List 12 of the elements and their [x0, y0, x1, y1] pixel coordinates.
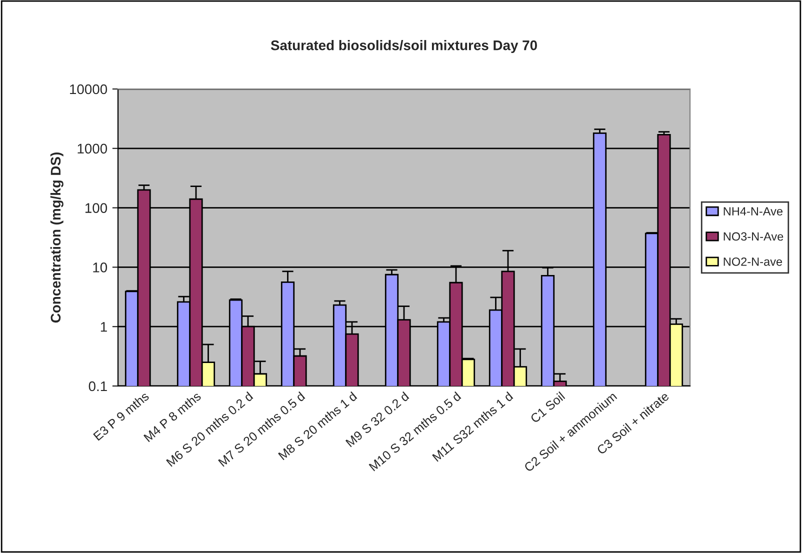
legend-label: NO2-N-ave: [724, 257, 782, 266]
y-tick-label: 0.1: [88, 381, 107, 392]
legend-label: NH4-N-Ave: [724, 207, 782, 216]
y-tick-label: 1: [100, 322, 107, 332]
chart-title: Saturated biosolids/soil mixtures Day 70: [270, 40, 537, 53]
y-tick-label: 10: [93, 262, 108, 272]
y-tick-label: 10000: [70, 84, 108, 94]
y-axis-title: Concentration (mg/kg DS): [50, 152, 64, 323]
y-tick-label: 100: [85, 203, 108, 213]
x-tick-label: C1 Soil: [530, 391, 566, 424]
y-tick-label: 1000: [78, 144, 108, 154]
legend-label: NO3-N-Ave: [724, 232, 784, 241]
